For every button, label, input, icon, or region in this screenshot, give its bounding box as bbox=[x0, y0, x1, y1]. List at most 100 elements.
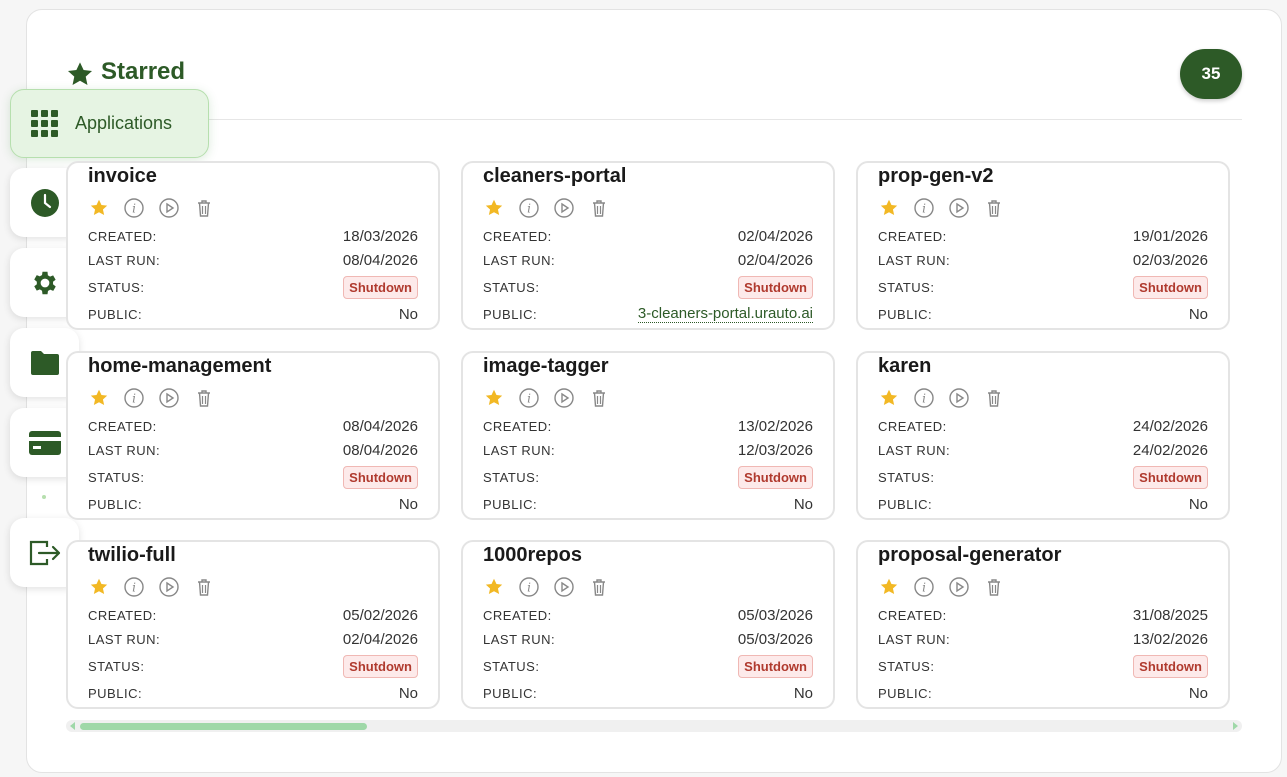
card-actions: i bbox=[483, 576, 610, 598]
play-icon[interactable] bbox=[158, 197, 180, 219]
page-header: Starred bbox=[66, 56, 1242, 120]
app-name[interactable]: 1000repos bbox=[483, 544, 582, 566]
status-row: STATUS: Shutdown bbox=[878, 275, 1208, 299]
app-name[interactable]: proposal-generator bbox=[878, 544, 1062, 566]
app-name[interactable]: prop-gen-v2 bbox=[878, 165, 994, 187]
play-icon[interactable] bbox=[948, 387, 970, 409]
status-row: STATUS: Shutdown bbox=[483, 654, 813, 678]
last-run-row: LAST RUN: 02/04/2026 bbox=[483, 250, 813, 270]
app-card[interactable]: karen i CREATED: 24/02/2026 LAST RUN: 24… bbox=[856, 351, 1230, 520]
app-name[interactable]: twilio-full bbox=[88, 544, 176, 566]
play-icon[interactable] bbox=[553, 197, 575, 219]
app-card[interactable]: prop-gen-v2 i CREATED: 19/01/2026 LAST R… bbox=[856, 161, 1230, 330]
app-card[interactable]: 1000repos i CREATED: 05/03/2026 LAST RUN… bbox=[461, 540, 835, 709]
card-actions: i bbox=[483, 387, 610, 409]
info-icon[interactable]: i bbox=[913, 387, 935, 409]
play-icon[interactable] bbox=[553, 387, 575, 409]
info-icon[interactable]: i bbox=[123, 576, 145, 598]
info-icon[interactable]: i bbox=[123, 197, 145, 219]
info-icon[interactable]: i bbox=[518, 576, 540, 598]
app-name[interactable]: karen bbox=[878, 355, 932, 377]
folder-icon bbox=[30, 350, 59, 375]
status-row: STATUS: Shutdown bbox=[878, 465, 1208, 489]
app-name[interactable]: invoice bbox=[88, 165, 157, 187]
svg-text:i: i bbox=[132, 392, 136, 406]
app-card[interactable]: cleaners-portal i CREATED: 02/04/2026 LA… bbox=[461, 161, 835, 330]
public-label: PUBLIC: bbox=[88, 306, 143, 322]
trash-icon[interactable] bbox=[588, 576, 610, 598]
created-row: CREATED: 05/02/2026 bbox=[88, 605, 418, 625]
info-icon[interactable]: i bbox=[518, 197, 540, 219]
trash-icon[interactable] bbox=[193, 576, 215, 598]
app-name[interactable]: cleaners-portal bbox=[483, 165, 627, 187]
trash-icon[interactable] bbox=[983, 197, 1005, 219]
svg-text:i: i bbox=[527, 202, 531, 216]
created-row: CREATED: 08/04/2026 bbox=[88, 416, 418, 436]
public-label: PUBLIC: bbox=[878, 685, 933, 701]
star-icon[interactable] bbox=[88, 387, 110, 409]
last-run-row: LAST RUN: 08/04/2026 bbox=[88, 440, 418, 460]
svg-text:i: i bbox=[922, 202, 926, 216]
app-card[interactable]: image-tagger i CREATED: 13/02/2026 LAST … bbox=[461, 351, 835, 520]
last-run-row: LAST RUN: 02/03/2026 bbox=[878, 250, 1208, 270]
star-icon[interactable] bbox=[878, 576, 900, 598]
created-label: CREATED: bbox=[878, 228, 947, 244]
gear-icon bbox=[33, 271, 56, 294]
play-icon[interactable] bbox=[553, 576, 575, 598]
trash-icon[interactable] bbox=[588, 197, 610, 219]
horizontal-scrollbar[interactable] bbox=[66, 720, 1242, 732]
app-name[interactable]: home-management bbox=[88, 355, 272, 377]
trash-icon[interactable] bbox=[193, 387, 215, 409]
trash-icon[interactable] bbox=[983, 576, 1005, 598]
card-actions: i bbox=[878, 387, 1005, 409]
scroll-right-icon[interactable] bbox=[1231, 722, 1239, 730]
public-label: PUBLIC: bbox=[878, 306, 933, 322]
play-icon[interactable] bbox=[948, 197, 970, 219]
scrollbar-thumb[interactable] bbox=[80, 723, 367, 730]
created-value: 05/02/2026 bbox=[342, 606, 418, 624]
created-value: 08/04/2026 bbox=[342, 417, 418, 435]
public-value: No bbox=[398, 684, 418, 702]
star-icon[interactable] bbox=[483, 576, 505, 598]
star-icon[interactable] bbox=[878, 387, 900, 409]
created-label: CREATED: bbox=[483, 418, 552, 434]
scroll-left-icon[interactable] bbox=[69, 722, 77, 730]
star-icon[interactable] bbox=[88, 576, 110, 598]
public-row: PUBLIC: 3-cleaners-portal.urauto.ai bbox=[483, 304, 813, 324]
public-label: PUBLIC: bbox=[88, 496, 143, 512]
public-value: No bbox=[793, 495, 813, 513]
public-value: No bbox=[398, 305, 418, 323]
created-value: 13/02/2026 bbox=[737, 417, 813, 435]
info-icon[interactable]: i bbox=[518, 387, 540, 409]
play-icon[interactable] bbox=[158, 576, 180, 598]
public-url-link[interactable]: 3-cleaners-portal.urauto.ai bbox=[637, 305, 813, 323]
app-card[interactable]: home-management i CREATED: 08/04/2026 LA… bbox=[66, 351, 440, 520]
info-icon[interactable]: i bbox=[123, 387, 145, 409]
trash-icon[interactable] bbox=[588, 387, 610, 409]
last-run-label: LAST RUN: bbox=[88, 442, 161, 458]
app-card[interactable]: twilio-full i CREATED: 05/02/2026 LAST R… bbox=[66, 540, 440, 709]
info-icon[interactable]: i bbox=[913, 576, 935, 598]
app-name[interactable]: image-tagger bbox=[483, 355, 609, 377]
sidebar-item-applications[interactable]: Applications bbox=[10, 89, 209, 158]
star-icon[interactable] bbox=[483, 197, 505, 219]
created-label: CREATED: bbox=[483, 607, 552, 623]
info-icon[interactable]: i bbox=[913, 197, 935, 219]
status-label: STATUS: bbox=[483, 279, 540, 295]
star-icon[interactable] bbox=[483, 387, 505, 409]
play-icon[interactable] bbox=[158, 387, 180, 409]
trash-icon[interactable] bbox=[193, 197, 215, 219]
last-run-value: 13/02/2026 bbox=[1132, 630, 1208, 648]
star-icon[interactable] bbox=[88, 197, 110, 219]
created-value: 19/01/2026 bbox=[1132, 227, 1208, 245]
public-row: PUBLIC: No bbox=[483, 494, 813, 514]
app-card[interactable]: proposal-generator i CREATED: 31/08/2025… bbox=[856, 540, 1230, 709]
trash-icon[interactable] bbox=[983, 387, 1005, 409]
app-card[interactable]: invoice i CREATED: 18/03/2026 LAST RUN: … bbox=[66, 161, 440, 330]
star-icon[interactable] bbox=[878, 197, 900, 219]
status-badge: Shutdown bbox=[738, 654, 813, 678]
last-run-row: LAST RUN: 12/03/2026 bbox=[483, 440, 813, 460]
last-run-row: LAST RUN: 08/04/2026 bbox=[88, 250, 418, 270]
play-icon[interactable] bbox=[948, 576, 970, 598]
last-run-value: 02/04/2026 bbox=[737, 251, 813, 269]
